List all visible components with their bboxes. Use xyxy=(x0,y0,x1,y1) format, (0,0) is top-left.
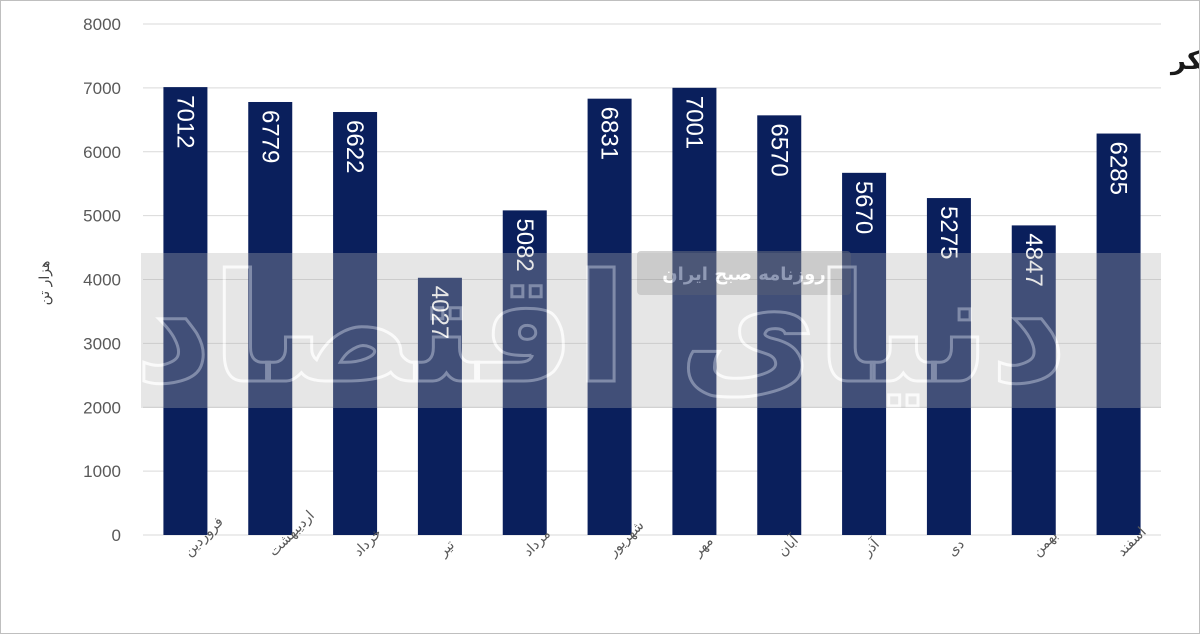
bar xyxy=(502,210,547,535)
x-axis-ticks: فروردین اردیبهشت خرداد تیر مرداد شهریور مهر آبا… xyxy=(181,508,1150,561)
data-label: 6831 xyxy=(596,107,623,160)
y-tick-label: 4000 xyxy=(83,271,121,290)
data-labels: 7012 6779 6622 4027 5082 6831 7001 6570 5670 5275… xyxy=(171,95,1131,339)
y-tick-label: 5000 xyxy=(83,207,121,226)
bar xyxy=(842,172,887,536)
data-label: 5275 xyxy=(935,206,962,259)
bar xyxy=(333,112,378,536)
x-tick-label: آبان xyxy=(774,531,803,560)
data-label: 5082 xyxy=(511,218,538,271)
y-tick-label: 2000 xyxy=(83,398,121,417)
y-tick-label: 8000 xyxy=(83,15,121,34)
x-tick-label: مهر xyxy=(689,533,716,560)
y-axis-ticks: 0 1000 2000 3000 4000 5000 6000 7000 8000 xyxy=(83,15,121,545)
bar xyxy=(757,115,802,535)
y-tick-label: 0 xyxy=(112,526,121,545)
bar xyxy=(1096,133,1141,535)
watermark-logo-text: دنیای اقتصاد xyxy=(135,243,1068,417)
data-label: 7001 xyxy=(680,96,707,149)
y-tick-label: 7000 xyxy=(83,79,121,98)
watermark-logo: روزنامه صبح ایران دنیای اقتصاد xyxy=(133,242,1161,419)
watermark-subtitle-box xyxy=(637,251,851,295)
grid-layer xyxy=(143,23,1161,536)
y-tick-label: 6000 xyxy=(83,143,121,162)
watermark-band xyxy=(141,253,1161,408)
watermark-subtitle: روزنامه صبح ایران xyxy=(662,264,825,285)
y-tick-label: 3000 xyxy=(83,334,121,353)
bar xyxy=(672,87,717,535)
y-axis-label: هزار تن xyxy=(37,261,53,306)
x-tick-label: دی xyxy=(944,536,967,559)
bars xyxy=(163,87,1141,536)
data-label: 5670 xyxy=(850,181,877,234)
data-label: 6622 xyxy=(341,120,368,173)
bar xyxy=(1011,225,1056,535)
data-label: 6285 xyxy=(1105,142,1132,195)
data-label: 4027 xyxy=(426,286,453,339)
y-tick-label: 1000 xyxy=(83,462,121,481)
chart-title: تولید ماهانه کلینکر xyxy=(1169,46,1199,76)
bar xyxy=(248,101,293,535)
data-label: 4847 xyxy=(1020,233,1047,286)
bar xyxy=(163,87,208,536)
x-tick-label: آذر xyxy=(858,535,883,560)
x-tick-label: تیر xyxy=(435,537,458,560)
data-label: 6779 xyxy=(256,110,283,163)
data-label: 7012 xyxy=(171,95,198,148)
bar xyxy=(926,198,971,535)
bar xyxy=(587,98,632,536)
data-label: 6570 xyxy=(765,123,792,176)
bar xyxy=(417,277,462,535)
